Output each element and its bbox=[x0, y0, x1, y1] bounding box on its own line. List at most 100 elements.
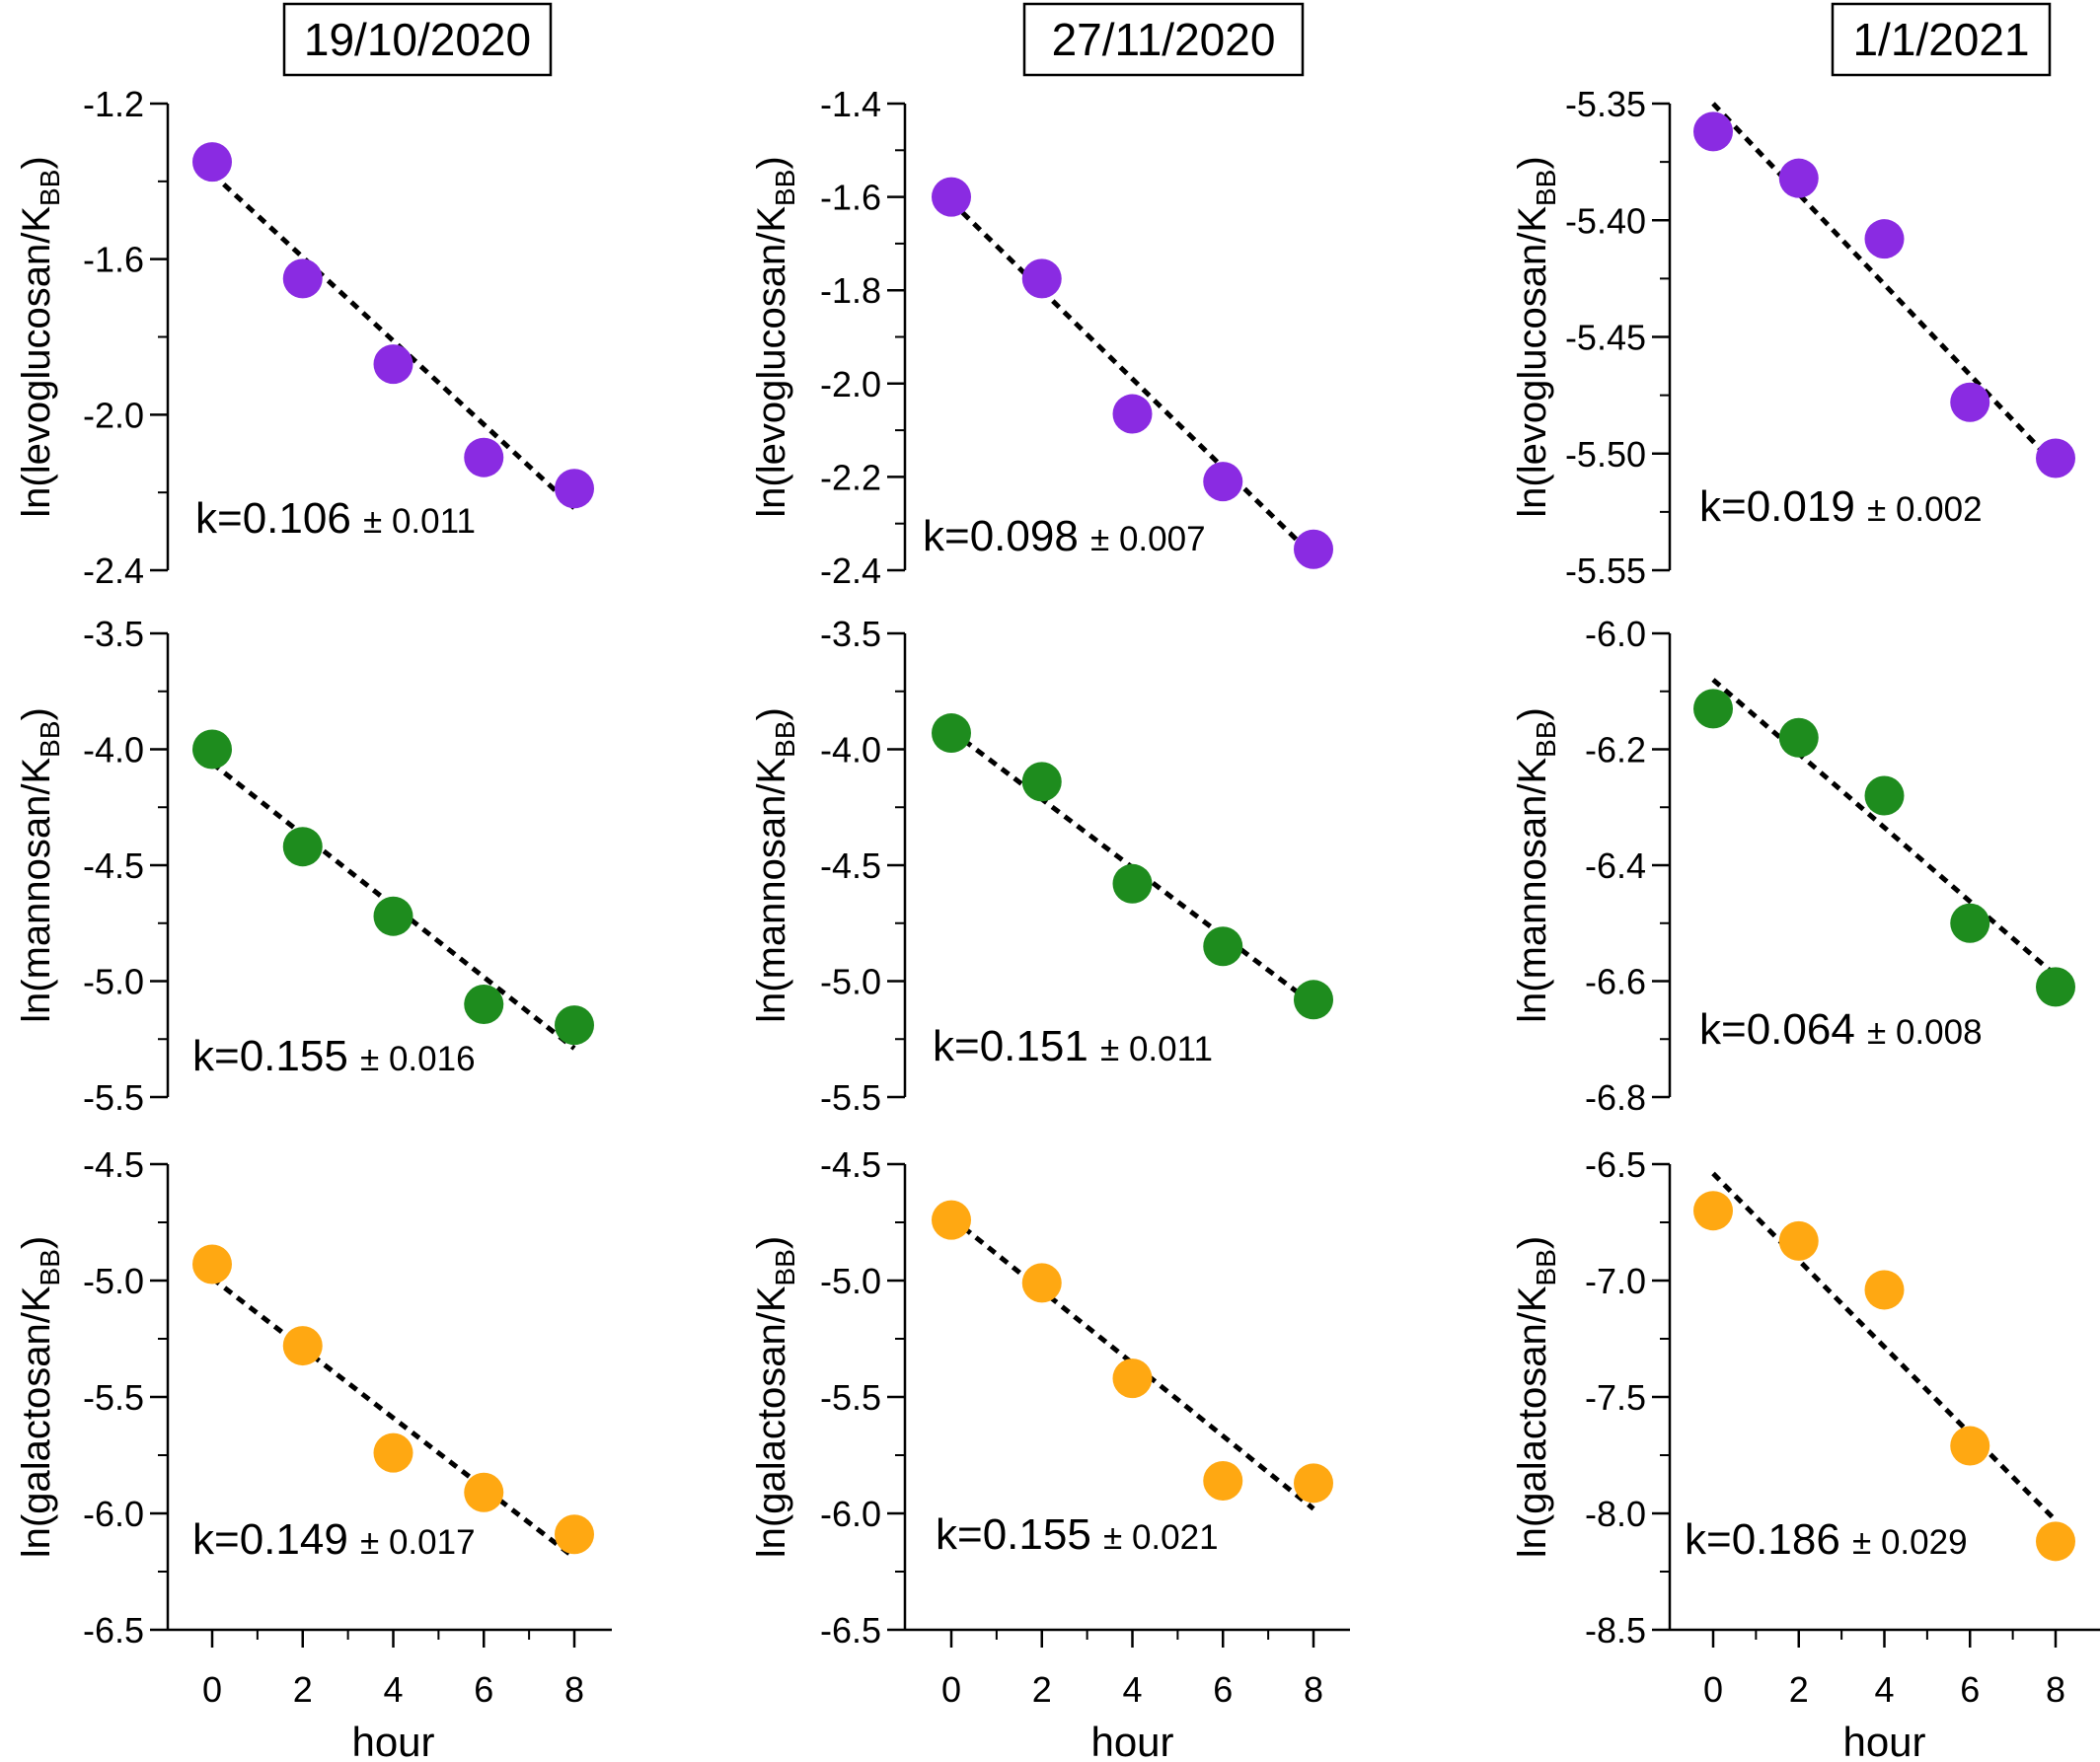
y-axis-label-main: ln(levoglucosan/K bbox=[750, 206, 793, 518]
y-axis-label: ln(levoglucosan/KBB) bbox=[750, 156, 800, 517]
y-tick-label: -6.2 bbox=[1585, 730, 1646, 771]
date-header-3: 1/1/2021 bbox=[1831, 2, 2052, 77]
data-point bbox=[1203, 462, 1243, 502]
y-axis-label-main: ln(levoglucosan/K bbox=[1511, 206, 1554, 518]
rate-annotation: k=0.098 ± 0.007 bbox=[923, 512, 1206, 560]
y-tick-label: -8.5 bbox=[1585, 1610, 1646, 1651]
y-tick-label: -5.5 bbox=[83, 1377, 144, 1418]
data-point bbox=[464, 1472, 504, 1512]
y-axis-label-subscript: BB bbox=[35, 720, 65, 757]
x-tick-label: 8 bbox=[2046, 1669, 2065, 1710]
y-tick-label: -5.0 bbox=[83, 962, 144, 1002]
data-point bbox=[192, 729, 232, 770]
y-axis-label-subscript: BB bbox=[1531, 1249, 1561, 1285]
y-tick-label: -6.6 bbox=[1585, 962, 1646, 1002]
rate-annotation: k=0.064 ± 0.008 bbox=[1699, 1005, 1983, 1054]
panel-galactosan-1: -4.5 -5.0 -5.5 -6.0 -6.5 ln(galactosan/KBB) 0 2… bbox=[15, 1144, 612, 1762]
rate-annotation: k=0.019 ± 0.002 bbox=[1699, 482, 1983, 531]
data-point bbox=[1112, 863, 1153, 904]
rate-value: k=0.064 bbox=[1699, 1005, 1867, 1054]
data-point bbox=[464, 985, 504, 1024]
y-tick-label: -7.5 bbox=[1585, 1377, 1646, 1418]
y-axis-label-subscript: BB bbox=[1531, 720, 1561, 757]
data-point bbox=[1778, 158, 1819, 198]
x-tick-label: 2 bbox=[293, 1669, 313, 1710]
data-point bbox=[555, 1005, 594, 1046]
rate-uncertainty: ± 0.002 bbox=[1867, 490, 1983, 529]
y-tick-label: -5.5 bbox=[83, 1077, 144, 1118]
y-axis-label-subscript: BB bbox=[1531, 170, 1561, 206]
data-point bbox=[932, 1200, 971, 1240]
y-tick-label: -5.40 bbox=[1565, 200, 1646, 241]
panel-galactosan-3: -6.5 -7.0 -7.5 -8.0 -8.5 ln(galactosan/KBB) 0 2… bbox=[1511, 1144, 2100, 1762]
date-box bbox=[282, 2, 553, 77]
y-tick-label: -2.4 bbox=[83, 551, 144, 591]
data-point bbox=[2036, 438, 2075, 478]
y-axis-label-subscript: BB bbox=[770, 720, 800, 757]
data-point bbox=[1950, 382, 1990, 422]
data-point bbox=[192, 142, 232, 183]
y-axis-label-close: ) bbox=[750, 1236, 793, 1249]
panel-mannosan-1: -3.5 -4.0 -4.5 -5.0 -5.5 ln(mannosan/KBB) k=0.… bbox=[15, 614, 594, 1118]
y-tick-label: -5.35 bbox=[1565, 84, 1646, 124]
y-axis-label-subscript: BB bbox=[770, 1249, 800, 1285]
y-axis-label-close: ) bbox=[1511, 1236, 1554, 1249]
y-tick-label: -3.5 bbox=[83, 614, 144, 654]
y-axis-label-main: ln(mannosan/K bbox=[1511, 758, 1554, 1023]
data-point bbox=[2036, 1521, 2075, 1562]
y-axis-label: ln(mannosan/KBB) bbox=[750, 707, 800, 1023]
fit-line bbox=[210, 1276, 576, 1560]
y-tick-label: -4.0 bbox=[820, 730, 881, 771]
y-axis-label: ln(galactosan/KBB) bbox=[1511, 1236, 1561, 1558]
data-point bbox=[373, 896, 413, 936]
date-label: 1/1/2021 bbox=[1852, 14, 2029, 65]
rate-annotation: k=0.155 ± 0.016 bbox=[192, 1032, 476, 1080]
panel-levoglucosan-1: -1.2 -1.6 -2.0 -2.4 ln(levoglucosan/KBB) k=0.… bbox=[15, 84, 594, 591]
panel-mannosan-3: -6.0 -6.2 -6.4 -6.6 -6.8 ln(mannosan/KBB) k=0.… bbox=[1511, 614, 2075, 1118]
data-point bbox=[373, 344, 413, 385]
y-axis-label: ln(galactosan/KBB) bbox=[15, 1236, 65, 1558]
rate-value: k=0.151 bbox=[933, 1022, 1100, 1070]
x-tick-label: 2 bbox=[1032, 1669, 1052, 1710]
y-tick-label: -5.0 bbox=[83, 1261, 144, 1301]
y-tick-label: -6.5 bbox=[83, 1610, 144, 1651]
y-tick-label: -5.55 bbox=[1565, 551, 1646, 591]
data-point bbox=[1693, 111, 1733, 152]
fit-line bbox=[210, 761, 576, 1051]
data-point bbox=[1021, 762, 1062, 802]
rate-uncertainty: ± 0.016 bbox=[360, 1040, 476, 1078]
y-tick-label: -1.6 bbox=[820, 178, 881, 218]
x-axis-label: hour bbox=[1842, 1719, 1925, 1762]
data-point bbox=[282, 827, 323, 867]
date-label: 19/10/2020 bbox=[304, 14, 531, 65]
y-tick-label: -5.5 bbox=[820, 1077, 881, 1118]
panel-mannosan-2: -3.5 -4.0 -4.5 -5.0 -5.5 ln(mannosan/KBB) k=0.… bbox=[750, 614, 1333, 1118]
y-axis-label-main: ln(galactosan/K bbox=[750, 1285, 793, 1558]
y-tick-label: -4.5 bbox=[820, 845, 881, 886]
y-tick-label: -5.50 bbox=[1565, 434, 1646, 475]
x-tick-label: 4 bbox=[383, 1669, 403, 1710]
y-axis-label-close: ) bbox=[750, 156, 793, 169]
y-tick-label: -5.5 bbox=[820, 1377, 881, 1418]
y-tick-label: -2.0 bbox=[820, 364, 881, 404]
y-tick-label: -3.5 bbox=[820, 614, 881, 654]
y-tick-label: -5.45 bbox=[1565, 318, 1646, 358]
y-axis-label-close: ) bbox=[750, 707, 793, 720]
y-axis-label: ln(galactosan/KBB) bbox=[750, 1236, 800, 1558]
x-tick-label: 4 bbox=[1874, 1669, 1894, 1710]
x-tick-label: 0 bbox=[941, 1669, 961, 1710]
y-axis-label-subscript: BB bbox=[35, 170, 65, 206]
y-tick-label: -4.5 bbox=[820, 1144, 881, 1185]
y-tick-label: -2.0 bbox=[83, 395, 144, 435]
data-point bbox=[932, 177, 971, 217]
y-tick-label: -1.8 bbox=[820, 270, 881, 311]
data-point bbox=[1203, 926, 1243, 967]
x-tick-label: 6 bbox=[1213, 1669, 1233, 1710]
data-point bbox=[1864, 219, 1905, 259]
data-point bbox=[1294, 1463, 1333, 1504]
y-axis-label-close: ) bbox=[1511, 707, 1554, 720]
rate-annotation: k=0.106 ± 0.011 bbox=[195, 494, 476, 543]
rate-uncertainty: ± 0.007 bbox=[1090, 520, 1206, 558]
rate-value: k=0.149 bbox=[192, 1515, 360, 1564]
y-tick-label: -6.0 bbox=[83, 1494, 144, 1534]
